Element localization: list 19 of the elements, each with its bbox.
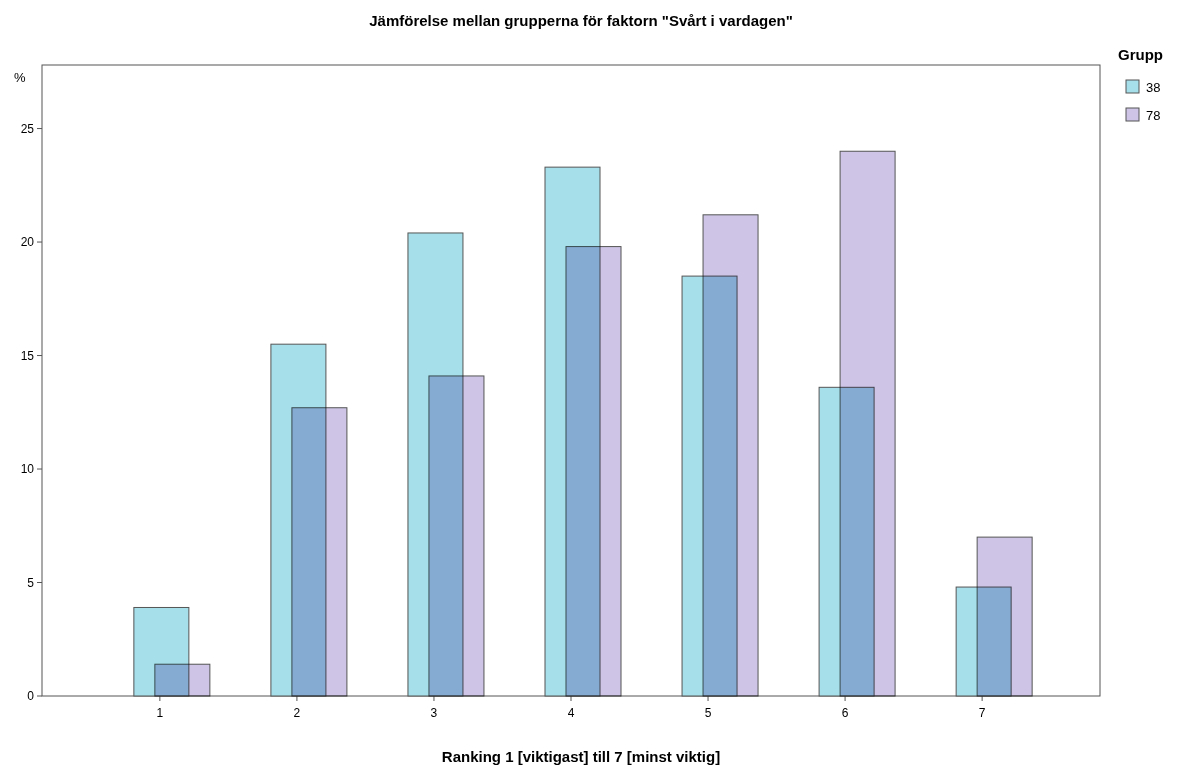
x-tick-label: 3	[430, 706, 438, 720]
legend-title: Grupp	[1118, 46, 1163, 63]
x-tick-label: 4	[567, 706, 575, 720]
x-tick-label: 2	[293, 706, 301, 720]
y-tick-label: 15	[20, 348, 35, 363]
y-tick-label: 0	[27, 689, 35, 703]
y-tick-label: 10	[20, 462, 35, 477]
x-tick-label: 1	[156, 706, 164, 720]
legend-label: 38	[1146, 80, 1161, 95]
y-tick-label: 20	[20, 235, 35, 250]
x-tick-label: 5	[704, 706, 712, 720]
chart-title: Jämförelse mellan grupperna för faktorn "Svårt i vardagen"	[369, 12, 793, 29]
x-tick-label: 7	[978, 706, 986, 720]
y-axis-title: %	[14, 70, 26, 85]
y-tick-label: 5	[27, 575, 35, 590]
legend-label: 78	[1146, 108, 1161, 123]
x-axis-title: Ranking 1 [viktigast] till 7 [minst viktig]	[441, 748, 721, 765]
y-tick-label: 25	[20, 121, 35, 136]
x-tick-label: 6	[841, 706, 849, 720]
